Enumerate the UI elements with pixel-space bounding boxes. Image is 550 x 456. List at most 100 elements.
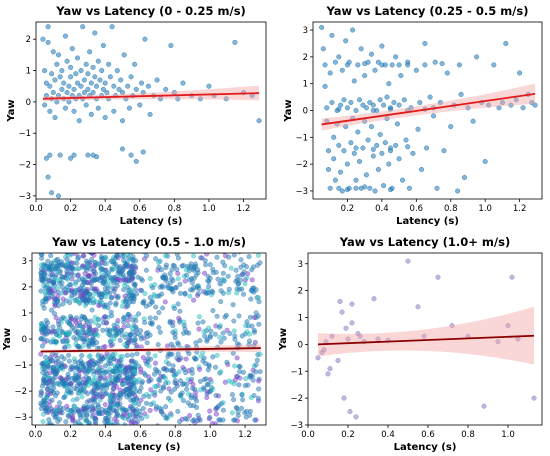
data-point [163,415,169,421]
data-point [66,83,72,89]
data-point [127,391,133,397]
y-tick-label: 1 [26,67,31,77]
data-point [112,416,118,422]
data-point [486,102,492,108]
data-point [496,105,502,111]
data-point [379,43,385,49]
data-point [162,253,168,259]
chart-panel-2: Yaw vs Latency (0.25 - 0.5 m/s) 0.2 0.4 0.6… [283,4,543,227]
data-point [177,378,183,384]
data-point [140,355,146,361]
data-point [147,315,153,321]
data-point [38,270,44,276]
data-point [227,331,233,337]
data-point [85,404,91,410]
data-point [188,261,194,267]
x-tick-label: 0.4 [375,204,389,214]
data-point [432,59,438,65]
data-point [56,269,62,275]
data-point [53,266,59,272]
y-tick-label: −3 [14,413,27,423]
data-point [170,363,176,369]
data-point [81,77,87,83]
data-point [137,412,143,418]
data-point [125,311,131,317]
data-point [189,366,195,372]
data-point [184,386,190,392]
data-point [220,259,226,265]
data-point [85,152,91,158]
x-tick-label: 0.6 [421,430,435,440]
data-point [215,276,221,282]
data-point [448,124,454,130]
data-point [246,254,252,260]
data-point [370,146,376,152]
data-point [127,332,133,338]
data-point [256,299,262,305]
data-point [329,32,335,38]
data-point [78,316,84,322]
data-point [124,352,130,358]
data-point [144,391,150,397]
data-point [125,290,131,296]
data-point [156,259,162,265]
data-point [367,185,373,191]
data-point [145,356,151,362]
data-point [49,307,55,313]
data-point [121,258,127,264]
x-tick-label: 0.6 [410,204,424,214]
data-point [371,296,377,302]
data-point [339,309,345,315]
data-point [206,83,212,89]
data-point [78,293,84,299]
data-point [43,359,49,365]
data-point [155,342,161,348]
data-point [236,313,242,319]
data-point [76,254,82,260]
data-point [145,351,151,357]
data-point [114,283,120,289]
data-point [167,280,173,286]
data-point [87,49,93,55]
data-point [336,54,342,60]
data-point [123,277,129,283]
data-point [491,62,497,68]
data-point [377,97,383,103]
data-point [133,158,139,164]
data-point [84,289,90,295]
data-point [351,150,357,156]
data-point [77,329,83,335]
data-point [218,299,224,305]
data-point [156,293,162,299]
data-point [213,269,219,275]
data-point [73,71,79,77]
data-point [424,145,430,151]
data-point [242,410,248,416]
y-tick-label: 1 [22,309,27,319]
data-point [113,300,119,306]
data-point [149,320,155,326]
data-point [102,285,108,291]
data-point [324,105,330,111]
data-point [57,74,63,80]
regression-line [42,92,260,100]
data-point [320,46,326,52]
y-tick-label: −2 [18,161,31,171]
data-point [197,417,203,423]
data-point [59,377,65,383]
data-point [38,392,44,398]
data-point [83,330,89,336]
data-point [332,59,338,65]
data-point [349,301,355,307]
data-point [148,377,154,383]
x-tick-label: 0.8 [168,204,182,214]
data-point [45,320,51,326]
data-point [217,281,223,287]
data-point [77,388,83,394]
data-point [399,177,406,183]
data-point [396,156,402,162]
data-point [439,61,445,67]
data-point [202,270,208,276]
data-point [418,166,425,173]
data-point [122,389,128,395]
